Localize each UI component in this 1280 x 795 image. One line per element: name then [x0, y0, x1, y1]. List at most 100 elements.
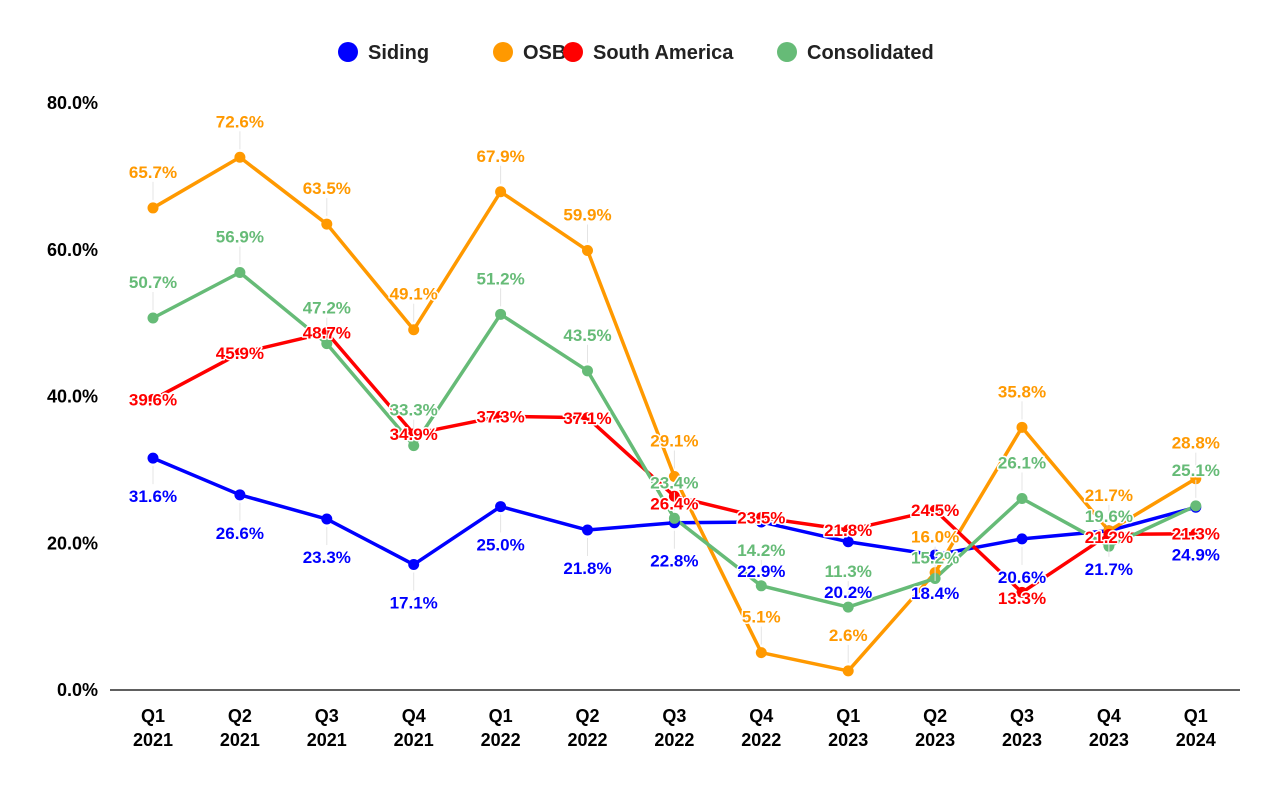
data-label: 19.6% — [1085, 507, 1133, 526]
data-label: 51.2% — [476, 269, 524, 288]
x-tick-label: Q4 2021 — [394, 706, 434, 750]
data-point — [755, 580, 767, 592]
data-point — [668, 470, 680, 482]
data-label: 50.7% — [129, 273, 177, 292]
series-lines — [147, 131, 1202, 677]
data-point — [234, 266, 246, 278]
data-label: 21.2% — [1085, 528, 1133, 547]
data-label: 23.4% — [650, 473, 698, 492]
data-label: 67.9% — [476, 147, 524, 166]
data-point — [321, 513, 333, 525]
x-tick-label: Q4 2023 — [1089, 706, 1129, 750]
data-label: 14.2% — [737, 541, 785, 560]
data-label: 23.3% — [303, 548, 351, 567]
data-label: 34.9% — [390, 425, 438, 444]
y-tick-label: 0.0% — [57, 680, 98, 700]
data-label: 48.7% — [303, 324, 351, 343]
data-point — [1016, 586, 1028, 598]
data-label: 24.9% — [1172, 546, 1220, 565]
x-tick-label: Q1 2022 — [481, 706, 521, 750]
x-tick-label: Q3 2022 — [654, 706, 694, 750]
data-point — [495, 308, 507, 320]
data-label: 26.6% — [216, 524, 264, 543]
data-label: 59.9% — [563, 205, 611, 224]
x-tick-label: Q3 2021 — [307, 706, 347, 750]
y-tick-label: 40.0% — [47, 387, 98, 407]
data-label: 29.1% — [650, 431, 698, 450]
data-point — [1190, 500, 1202, 512]
data-label: 2.6% — [829, 626, 868, 645]
x-tick-label: Q1 2021 — [133, 706, 173, 750]
data-label: 26.4% — [650, 494, 698, 513]
legend-marker — [563, 42, 583, 62]
x-tick-label: Q4 2022 — [741, 706, 781, 750]
data-label: 21.7% — [1085, 560, 1133, 579]
data-point — [1016, 421, 1028, 433]
data-point — [234, 347, 246, 359]
data-label: 21.8% — [824, 521, 872, 540]
x-tick-label: Q1 2024 — [1176, 706, 1216, 750]
y-tick-label: 60.0% — [47, 240, 98, 260]
data-label: 22.9% — [737, 562, 785, 581]
data-label: 15.2% — [911, 549, 959, 568]
data-label: 20.6% — [998, 568, 1046, 587]
data-point — [755, 647, 767, 659]
data-label: 49.1% — [390, 285, 438, 304]
data-label: 47.2% — [303, 299, 351, 318]
y-axis: 0.0% 20.0% 40.0% 60.0% 80.0% — [47, 93, 98, 700]
data-point — [1016, 533, 1028, 545]
y-tick-label: 80.0% — [47, 93, 98, 113]
data-point — [582, 365, 593, 377]
data-point — [842, 665, 854, 677]
data-point — [842, 536, 854, 548]
data-point — [582, 412, 593, 424]
data-label: 28.8% — [1172, 434, 1220, 453]
data-label: 16.0% — [911, 528, 959, 547]
data-label: 33.3% — [390, 401, 438, 420]
data-label: 39.6% — [129, 390, 177, 409]
legend: Siding OSB South America Consolidated — [338, 42, 934, 64]
x-tick-label: Q2 2023 — [915, 706, 955, 750]
data-point — [147, 452, 159, 464]
legend-label: Consolidated — [807, 42, 934, 64]
data-label: 37.1% — [563, 409, 611, 428]
data-point — [147, 393, 159, 405]
data-point — [321, 218, 333, 230]
data-point — [408, 559, 420, 571]
data-label: 24.5% — [911, 501, 959, 520]
legend-label: OSB — [523, 42, 566, 64]
legend-label: Siding — [368, 42, 429, 64]
data-point — [929, 504, 941, 516]
data-label: 26.1% — [998, 453, 1046, 472]
data-label: 20.2% — [824, 583, 872, 602]
data-label: 18.4% — [911, 584, 959, 603]
data-point — [234, 489, 246, 501]
data-label: 25.1% — [1172, 461, 1220, 480]
data-label: 56.9% — [216, 227, 264, 246]
data-label: 23.5% — [737, 509, 785, 528]
data-point — [1016, 492, 1028, 504]
data-point — [321, 338, 333, 350]
data-label: 65.7% — [129, 163, 177, 182]
data-label: 63.5% — [303, 179, 351, 198]
y-tick-label: 20.0% — [47, 533, 98, 553]
data-point — [842, 601, 854, 613]
legend-marker — [777, 42, 797, 62]
data-point — [582, 244, 593, 256]
data-label: 45.9% — [216, 344, 264, 363]
data-point — [495, 186, 507, 198]
data-label: 5.1% — [742, 608, 781, 627]
x-axis: Q1 2021 Q2 2021 Q3 2021 Q4 2021 Q1 2022 Q2 2022 Q3 20… — [110, 689, 1240, 750]
data-labels: 65.7% 50.7% 39.6% 31.6% 72.6% 56.9% 45.9% 26.6%… — [127, 111, 1221, 647]
data-label: 35.8% — [998, 382, 1046, 401]
legend-marker — [338, 42, 358, 62]
data-point — [234, 151, 246, 163]
x-tick-label: Q1 2023 — [828, 706, 868, 750]
data-point — [582, 524, 593, 536]
legend-marker — [493, 42, 513, 62]
data-point — [1190, 473, 1202, 485]
data-label: 72.6% — [216, 112, 264, 131]
data-label: 17.1% — [390, 594, 438, 613]
data-point — [842, 524, 854, 536]
